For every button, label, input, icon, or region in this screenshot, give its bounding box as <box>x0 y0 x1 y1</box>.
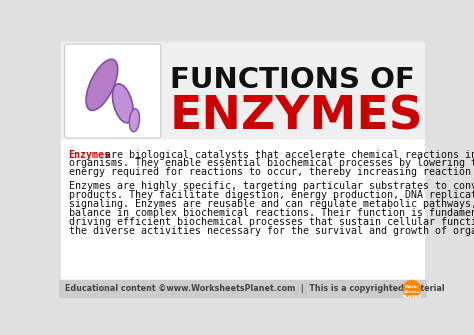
Ellipse shape <box>129 109 139 132</box>
Text: Work-
sheets
PLANET: Work- sheets PLANET <box>402 285 421 299</box>
Text: Enzymes: Enzymes <box>69 149 110 159</box>
Ellipse shape <box>112 84 133 123</box>
Text: driving efficient biochemical processes that sustain cellular functions and supp: driving efficient biochemical processes … <box>69 217 474 227</box>
Circle shape <box>403 280 420 297</box>
Text: balance in complex biochemical reactions. Their function is fundamental to life,: balance in complex biochemical reactions… <box>69 208 474 218</box>
Text: ENZYMES: ENZYMES <box>170 95 424 140</box>
Text: Educational content ©www.WorksheetsPlanet.com  |  This is a copyrighted material: Educational content ©www.WorksheetsPlane… <box>65 284 445 293</box>
Text: organisms. They enable essential biochemical processes by lowering the activatio: organisms. They enable essential biochem… <box>69 158 474 169</box>
Text: signaling. Enzymes are reusable and can regulate metabolic pathways, maintaining: signaling. Enzymes are reusable and can … <box>69 199 474 209</box>
Ellipse shape <box>86 59 118 111</box>
Text: products. They facilitate digestion, energy production, DNA replication, and cel: products. They facilitate digestion, ene… <box>69 190 474 200</box>
Text: are biological catalysts that accelerate chemical reactions in living: are biological catalysts that accelerate… <box>99 149 474 159</box>
Text: the diverse activities necessary for the survival and growth of organisms.: the diverse activities necessary for the… <box>69 226 474 236</box>
FancyBboxPatch shape <box>61 140 425 280</box>
FancyBboxPatch shape <box>61 42 425 140</box>
FancyBboxPatch shape <box>59 280 427 298</box>
FancyBboxPatch shape <box>64 44 161 138</box>
Text: Enzymes are highly specific, targeting particular substrates to convert them int: Enzymes are highly specific, targeting p… <box>69 182 474 191</box>
Text: energy required for reactions to occur, thereby increasing reaction rates.: energy required for reactions to occur, … <box>69 167 474 177</box>
Text: FUNCTIONS OF: FUNCTIONS OF <box>170 66 415 94</box>
